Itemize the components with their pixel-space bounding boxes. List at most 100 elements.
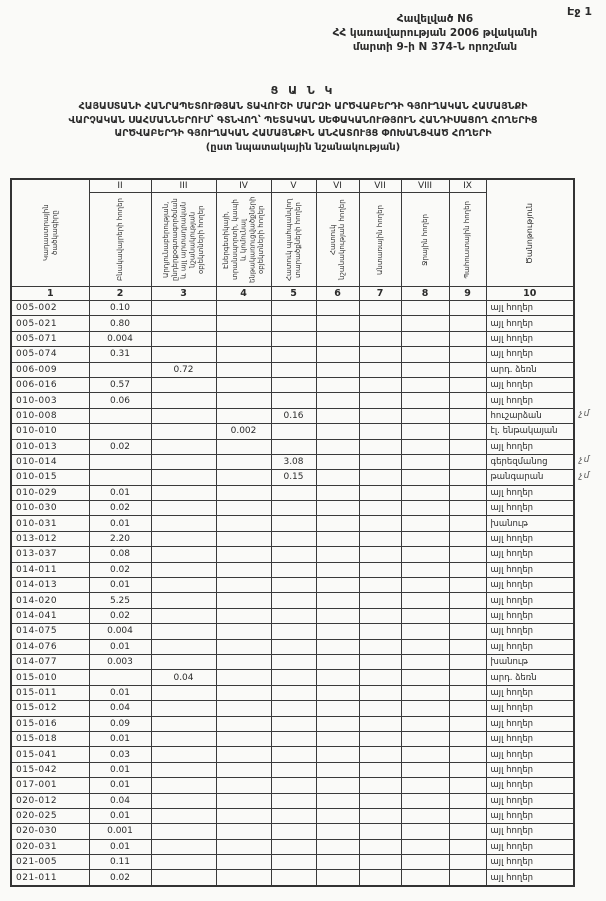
note-cell: այլ հողեր [485, 746, 575, 763]
note-cell: այլ հողեր [485, 438, 575, 455]
roman-numeral-row: Կադաստրային ծածկագիրը II III IV V VI VII… [10, 178, 575, 287]
area-value-cell: 0.06 [88, 392, 152, 409]
area-value-cell [315, 715, 360, 732]
area-value-cell [270, 623, 317, 640]
area-value-cell: 0.08 [88, 546, 152, 563]
parcel-row: 005-002 0.10 այլ հողեր [10, 299, 575, 317]
note-cell: այլ հողեր [485, 792, 575, 809]
note-cell: այլ հողեր [485, 376, 575, 394]
area-value-cell [215, 746, 272, 763]
area-value-cell [448, 346, 487, 363]
parcel-row: 020-031 0.01 այլ հողեր [10, 838, 575, 856]
note-cell: այլ հողեր [485, 484, 575, 502]
area-value-cell [358, 392, 402, 409]
area-value-cell: 0.04 [150, 669, 217, 686]
area-value-cell [270, 607, 317, 625]
area-value-cell [270, 315, 317, 332]
area-value-cell [448, 577, 487, 594]
area-value-cell [150, 330, 217, 348]
area-value-cell [315, 515, 360, 532]
area-value-cell [270, 500, 317, 517]
parcel-row: 020-030 0.001 այլ հողեր [10, 823, 575, 840]
area-value-cell [215, 530, 272, 548]
handwritten-margin-mark: չմ [579, 471, 591, 481]
area-value-cell [400, 653, 450, 671]
area-value-cell [315, 361, 360, 378]
area-value-cell [150, 392, 217, 409]
cadastral-code-cell: 020-012 [10, 792, 90, 809]
cadastral-code-cell: 014-011 [10, 561, 90, 579]
area-value-cell [270, 530, 317, 548]
area-value-cell [215, 669, 272, 686]
cadastral-code-cell: 014-077 [10, 653, 90, 671]
area-value-cell [358, 823, 402, 840]
column-number-label: 7 [358, 286, 402, 301]
parcel-row: 006-016 0.57 այլ հողեր [10, 376, 575, 394]
area-value-cell [358, 577, 402, 594]
note-cell: այլ հողեր [485, 638, 575, 655]
note-cell: այլ հողեր [485, 777, 575, 794]
parcel-row: 005-071 0.004 այլ հողեր [10, 330, 575, 348]
area-value-cell [358, 792, 402, 809]
parcel-row: 014-077 0.003 խանութ [10, 653, 575, 671]
area-value-cell [315, 607, 360, 625]
area-value-cell: 0.004 [88, 330, 152, 348]
note-cell: այլ հողեր [485, 869, 575, 887]
area-value-cell: 0.01 [88, 484, 152, 502]
column-number-label: 5 [270, 286, 317, 301]
area-value-cell [215, 777, 272, 794]
area-value-cell [448, 515, 487, 532]
parcel-row: 010-013 0.02 այլ հողեր [10, 438, 575, 455]
title-line-1: ՀԱՅԱՍՏԱՆԻ ՀԱՆՐԱՊԵՏՈՒԹՅԱՆ ՏԱՎՈՒՇԻ ՄԱՐԶԻ Ա… [78, 100, 528, 112]
area-value-cell [448, 592, 487, 609]
area-value-cell [88, 407, 152, 425]
area-value-cell [215, 730, 272, 748]
note-cell: այլ հողեր [485, 715, 575, 732]
column-header-reserve-lands: Պահուստային հողեր [448, 192, 487, 287]
note-cell: այլ հողեր [485, 530, 575, 548]
area-value-cell [400, 807, 450, 825]
area-value-cell [315, 299, 360, 317]
area-value-cell [358, 746, 402, 763]
area-value-cell [215, 653, 272, 671]
area-value-cell [358, 469, 402, 486]
title-line-3: ԱՐԾՎԱԲԵՐԴԻ ԳՅՈՒՂԱԿԱՆ ՀԱՄԱՅՆՔԻՆ ԱՆՀԱՏՈՒՅՑ… [114, 128, 492, 140]
area-value-cell [150, 438, 217, 455]
area-value-cell [150, 777, 217, 794]
area-value-cell [448, 546, 487, 563]
area-value-cell [215, 823, 272, 840]
area-value-cell [215, 469, 272, 486]
area-value-cell [315, 546, 360, 563]
note-cell: այլ հողեր [485, 838, 575, 856]
area-value-cell [400, 515, 450, 532]
area-value-cell [448, 700, 487, 717]
area-value-cell [88, 669, 152, 686]
area-value-cell [400, 423, 450, 440]
area-value-cell [270, 392, 317, 409]
area-value-cell [315, 407, 360, 425]
note-cell: հուշարձան [485, 407, 575, 425]
roman-numeral-label: VIII [400, 178, 450, 193]
area-value-cell: 0.04 [88, 792, 152, 809]
area-value-cell [448, 869, 487, 887]
area-value-cell [358, 638, 402, 655]
cadastral-code-cell: 005-021 [10, 315, 90, 332]
area-value-cell [448, 469, 487, 486]
title-block: Ց Ա Ն Կ ՀԱՅԱՍՏԱՆԻ ՀԱՆՐԱՊԵՏՈՒԹՅԱՆ ՏԱՎՈՒՇԻ… [0, 83, 606, 156]
cadastral-code-cell: 014-041 [10, 607, 90, 625]
cadastral-code-cell: 010-029 [10, 484, 90, 502]
area-value-cell [270, 592, 317, 609]
area-value-cell [88, 361, 152, 378]
note-cell: այլ հողեր [485, 315, 575, 332]
cadastral-code-cell: 010-031 [10, 515, 90, 532]
note-cell: այլ հողեր [485, 546, 575, 563]
area-value-cell [270, 730, 317, 748]
column-number-label: 8 [400, 286, 450, 301]
parcel-row: 010-014 3.08 գերեզմանոց [10, 453, 575, 471]
parcel-row: 015-016 0.09 այլ հողեր [10, 715, 575, 732]
note-cell: այլ հողեր [485, 730, 575, 748]
cadastral-code-cell: 015-018 [10, 730, 90, 748]
page-number-label: Էջ 1 [567, 5, 592, 18]
area-value-cell [448, 823, 487, 840]
area-value-cell [270, 715, 317, 732]
